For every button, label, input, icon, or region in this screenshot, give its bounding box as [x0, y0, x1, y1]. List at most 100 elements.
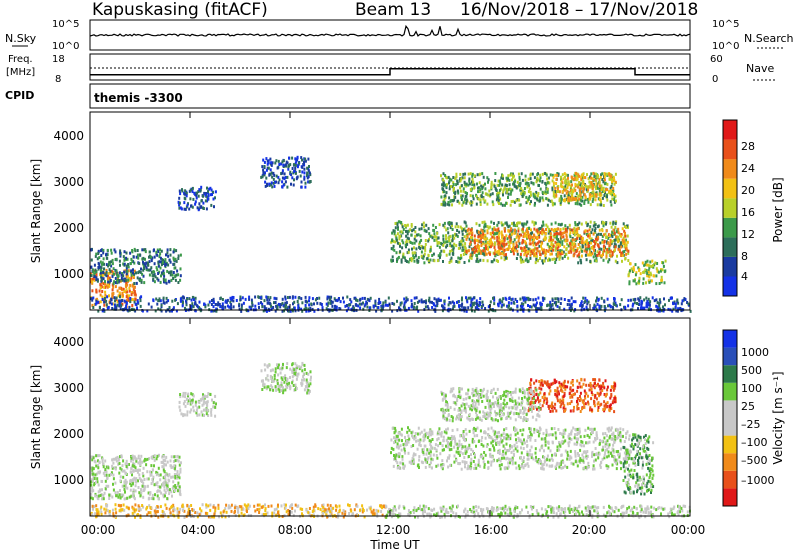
- heatmap-cell: [270, 181, 273, 185]
- heatmap-cell: [550, 252, 553, 256]
- heatmap-cell: [527, 183, 530, 187]
- heatmap-cell: [506, 223, 509, 227]
- heatmap-cell: [667, 307, 670, 311]
- heatmap-cell: [471, 251, 474, 255]
- heatmap-cell: [505, 221, 508, 225]
- heatmap-cell: [91, 468, 94, 472]
- heatmap-cell: [475, 299, 478, 303]
- heatmap-cell: [549, 300, 552, 304]
- heatmap-cell: [475, 259, 478, 263]
- heatmap-cell: [289, 505, 292, 509]
- heatmap-cell: [97, 470, 100, 474]
- heatmap-cell: [535, 301, 538, 305]
- heatmap-cell: [123, 488, 126, 491]
- heatmap-cell: [568, 223, 571, 227]
- heatmap-cell: [530, 235, 533, 239]
- heatmap-cell: [634, 297, 637, 301]
- heatmap-cell: [552, 248, 554, 252]
- heatmap-cell: [551, 201, 554, 205]
- heatmap-cell: [497, 194, 500, 198]
- heatmap-cell: [452, 305, 455, 309]
- heatmap-cell: [140, 488, 142, 492]
- heatmap-cell: [558, 257, 561, 261]
- heatmap-cell: [689, 309, 692, 313]
- heatmap-cell: [580, 254, 583, 258]
- heatmap-cell: [176, 458, 179, 462]
- heatmap-cell: [147, 491, 150, 495]
- heatmap-cell: [158, 489, 161, 493]
- heatmap-cell: [573, 242, 576, 246]
- heatmap-cell: [536, 194, 539, 198]
- heatmap-cell: [91, 303, 94, 307]
- heatmap-cell: [624, 244, 627, 248]
- heatmap-cell: [232, 296, 235, 299]
- heatmap-cell: [213, 512, 216, 516]
- heatmap-cell: [130, 459, 133, 463]
- heatmap-cell: [456, 182, 459, 186]
- heatmap-cell: [121, 302, 124, 306]
- heatmap-cell: [439, 255, 441, 259]
- heatmap-cell: [596, 253, 599, 257]
- heatmap-cell: [330, 299, 333, 303]
- heatmap-cell: [422, 221, 425, 225]
- nsky-panel-frame: [89, 19, 691, 51]
- heatmap-cell: [395, 251, 398, 255]
- heatmap-cell: [551, 186, 554, 190]
- heatmap-cell: [309, 180, 312, 183]
- heatmap-cell: [579, 259, 582, 263]
- heatmap-cell: [538, 235, 541, 239]
- heatmap-cell: [142, 268, 145, 272]
- heatmap-cell: [594, 305, 597, 309]
- heatmap-cell: [520, 260, 523, 264]
- heatmap-cell: [656, 269, 659, 273]
- heatmap-cell: [380, 306, 383, 310]
- heatmap-cell: [562, 235, 565, 239]
- heatmap-cell: [281, 297, 284, 301]
- heatmap-cell: [104, 511, 107, 515]
- heatmap-cell: [409, 241, 412, 244]
- heatmap-cell: [305, 508, 308, 512]
- heatmap-cell: [682, 298, 685, 302]
- heatmap-cell: [260, 301, 262, 305]
- heatmap-cell: [577, 227, 580, 231]
- heatmap-cell: [163, 470, 166, 473]
- heatmap-cell: [131, 511, 134, 515]
- heatmap-cell: [174, 475, 177, 478]
- heatmap-cell: [503, 253, 506, 257]
- heatmap-cell: [173, 508, 176, 512]
- heatmap-cell: [673, 301, 676, 305]
- heatmap-cell: [537, 178, 540, 182]
- heatmap-cell: [127, 278, 130, 282]
- heatmap-cell: [584, 296, 587, 300]
- heatmap-cell: [505, 234, 508, 238]
- heatmap-cell: [518, 203, 521, 207]
- heatmap-cell: [122, 459, 125, 463]
- heatmap-cell: [539, 179, 541, 183]
- heatmap-cell: [109, 473, 112, 476]
- heatmap-cell: [576, 236, 579, 240]
- heatmap-cell: [477, 307, 480, 311]
- heatmap-cell: [411, 229, 414, 233]
- heatmap-cell: [313, 309, 316, 313]
- heatmap-cell: [292, 183, 295, 187]
- heatmap-cell: [629, 262, 632, 266]
- heatmap-cell: [638, 276, 641, 280]
- heatmap-cell: [584, 198, 587, 202]
- heatmap-cell: [627, 273, 630, 277]
- heatmap-cell: [568, 183, 571, 187]
- heatmap-cell: [135, 459, 138, 463]
- heatmap-cell: [230, 303, 233, 307]
- heatmap-cell: [119, 254, 122, 258]
- heatmap-cell: [521, 247, 524, 250]
- heatmap-cell: [554, 297, 557, 301]
- heatmap-cell: [90, 480, 93, 484]
- heatmap-cell: [451, 228, 454, 231]
- heatmap-cell: [435, 300, 438, 304]
- heatmap-cell: [248, 305, 251, 309]
- heatmap-cell: [346, 295, 349, 299]
- heatmap-cell: [197, 190, 200, 193]
- heatmap-cell: [446, 227, 449, 231]
- heatmap-cell: [375, 309, 378, 313]
- heatmap-cell: [105, 270, 108, 274]
- heatmap-cell: [336, 299, 339, 303]
